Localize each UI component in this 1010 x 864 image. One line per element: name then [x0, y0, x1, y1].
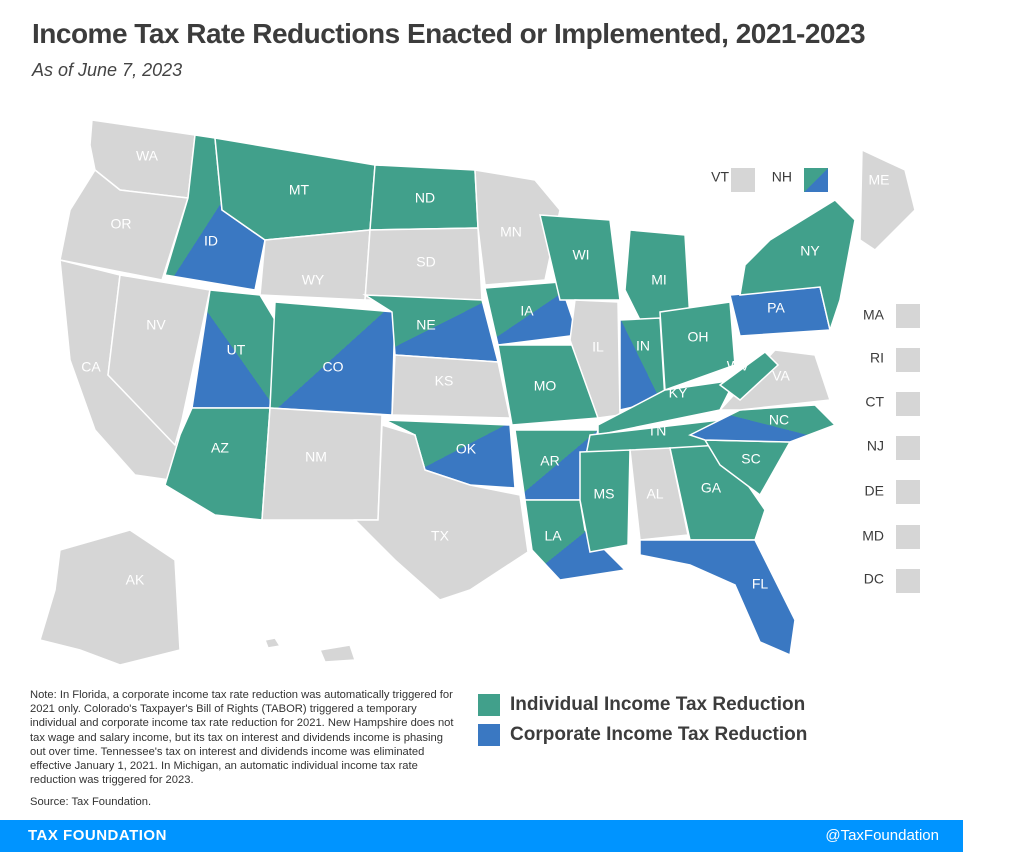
legend-individual-swatch [478, 694, 500, 716]
legend: Individual Income Tax Reduction Corporat… [478, 690, 807, 750]
state-label-ks: KS [435, 373, 454, 389]
state-label-al: AL [646, 486, 663, 502]
legend-individual-label: Individual Income Tax Reduction [510, 694, 806, 715]
legend-individual: Individual Income Tax Reduction [478, 690, 807, 720]
state-label-ak: AK [126, 572, 145, 588]
state-label-oh: OH [688, 329, 709, 345]
state-label-ok: OK [456, 441, 477, 457]
state-ak[interactable] [39, 529, 181, 666]
state-ms[interactable] [579, 449, 631, 553]
state-label-hi: HI [294, 643, 308, 659]
state-label-wa: WA [136, 148, 159, 164]
state-label-ne: NE [416, 317, 435, 333]
state-label-ga: GA [701, 480, 722, 496]
footer-brand: TAX FOUNDATION [28, 827, 167, 844]
state-label-ny: NY [800, 243, 820, 259]
state-label-ar: AR [540, 453, 559, 469]
state-or[interactable] [59, 168, 189, 281]
footer-handle[interactable]: @TaxFoundation [825, 827, 939, 844]
state-ks[interactable] [391, 354, 511, 419]
state-label-pa: PA [767, 300, 785, 316]
state-wi[interactable] [539, 214, 621, 301]
state-label-ia: IA [520, 303, 534, 319]
state-label-wv: WV [727, 358, 750, 374]
state-oh[interactable] [659, 301, 736, 392]
state-me[interactable] [859, 148, 916, 251]
state-box-ri[interactable] [896, 348, 920, 372]
state-label-wi: WI [572, 247, 589, 263]
state-label-az: AZ [211, 440, 229, 456]
state-label-co: CO [323, 359, 344, 375]
states-layer: WA OR CA NV ID MT WY UT AZ CO NM ND SD NE KS OK TX MN IA MO… [39, 119, 916, 666]
state-label-il: IL [592, 339, 604, 355]
state-label-la: LA [544, 528, 562, 544]
state-box-label-vt: VT [711, 169, 729, 185]
state-label-ms: MS [594, 486, 615, 502]
state-ny[interactable] [739, 199, 856, 333]
state-box-de[interactable] [896, 480, 920, 504]
state-label-ky: KY [669, 385, 688, 401]
legend-corporate: Corporate Income Tax Reduction [478, 720, 807, 750]
state-label-in: IN [636, 338, 650, 354]
state-box-label-de: DE [865, 483, 884, 499]
state-label-nm: NM [305, 449, 327, 465]
state-box-nh[interactable] [804, 168, 828, 192]
state-label-me: ME [869, 172, 890, 188]
state-box-ma[interactable] [896, 304, 920, 328]
state-label-id: ID [204, 233, 218, 249]
state-tx[interactable] [353, 424, 529, 601]
state-label-tx: TX [431, 528, 450, 544]
state-hi[interactable] [263, 637, 357, 663]
state-label-wy: WY [302, 272, 325, 288]
state-il[interactable] [569, 299, 621, 419]
footer-bar: TAX FOUNDATION @TaxFoundation [0, 820, 963, 852]
state-fl[interactable] [639, 539, 796, 657]
legend-corporate-label: Corporate Income Tax Reduction [510, 724, 808, 745]
map-subtitle: As of June 7, 2023 [32, 60, 183, 80]
state-box-label-ct: CT [865, 394, 884, 410]
state-wy[interactable] [259, 229, 371, 301]
state-box-dc[interactable] [896, 569, 920, 593]
state-wv[interactable] [718, 351, 780, 401]
state-label-fl: FL [752, 576, 769, 592]
state-label-mo: MO [534, 378, 557, 394]
state-label-mi: MI [651, 272, 667, 288]
state-label-mn: MN [500, 224, 522, 240]
state-box-md[interactable] [896, 525, 920, 549]
legend-corporate-swatch [478, 724, 500, 746]
state-mn[interactable] [474, 169, 561, 286]
state-box-ct[interactable] [896, 392, 920, 416]
state-al[interactable] [629, 447, 689, 541]
state-box-label-ri: RI [870, 350, 884, 366]
state-label-mt: MT [289, 182, 310, 198]
small-states-layer: VT NH MA RI CT NJ DE MD DC [711, 168, 920, 593]
state-label-or: OR [111, 216, 132, 232]
state-label-nv: NV [146, 317, 166, 333]
map-title: Income Tax Rate Reductions Enacted or Im… [32, 18, 866, 49]
note-text: Note: In Florida, a corporate income tax… [30, 689, 454, 787]
state-box-label-nh: NH [772, 169, 792, 185]
state-nv[interactable] [107, 274, 211, 447]
state-label-ut: UT [227, 342, 246, 358]
state-box-label-dc: DC [864, 571, 884, 587]
state-label-va: VA [772, 368, 790, 384]
state-box-label-nj: NJ [867, 438, 884, 454]
us-map: WA OR CA NV ID MT WY UT AZ CO NM ND SD NE KS OK TX MN IA MO… [39, 119, 920, 666]
state-label-sd: SD [416, 254, 435, 270]
state-label-nd: ND [415, 190, 435, 206]
state-box-label-md: MD [862, 528, 884, 544]
state-label-tn: TN [648, 423, 667, 439]
state-box-vt[interactable] [731, 168, 755, 192]
state-box-nj[interactable] [896, 436, 920, 460]
state-label-nc: NC [769, 412, 789, 428]
state-label-sc: SC [741, 451, 760, 467]
source-text: Source: Tax Foundation. [30, 796, 152, 808]
state-label-ca: CA [81, 359, 101, 375]
state-box-label-ma: MA [863, 307, 885, 323]
